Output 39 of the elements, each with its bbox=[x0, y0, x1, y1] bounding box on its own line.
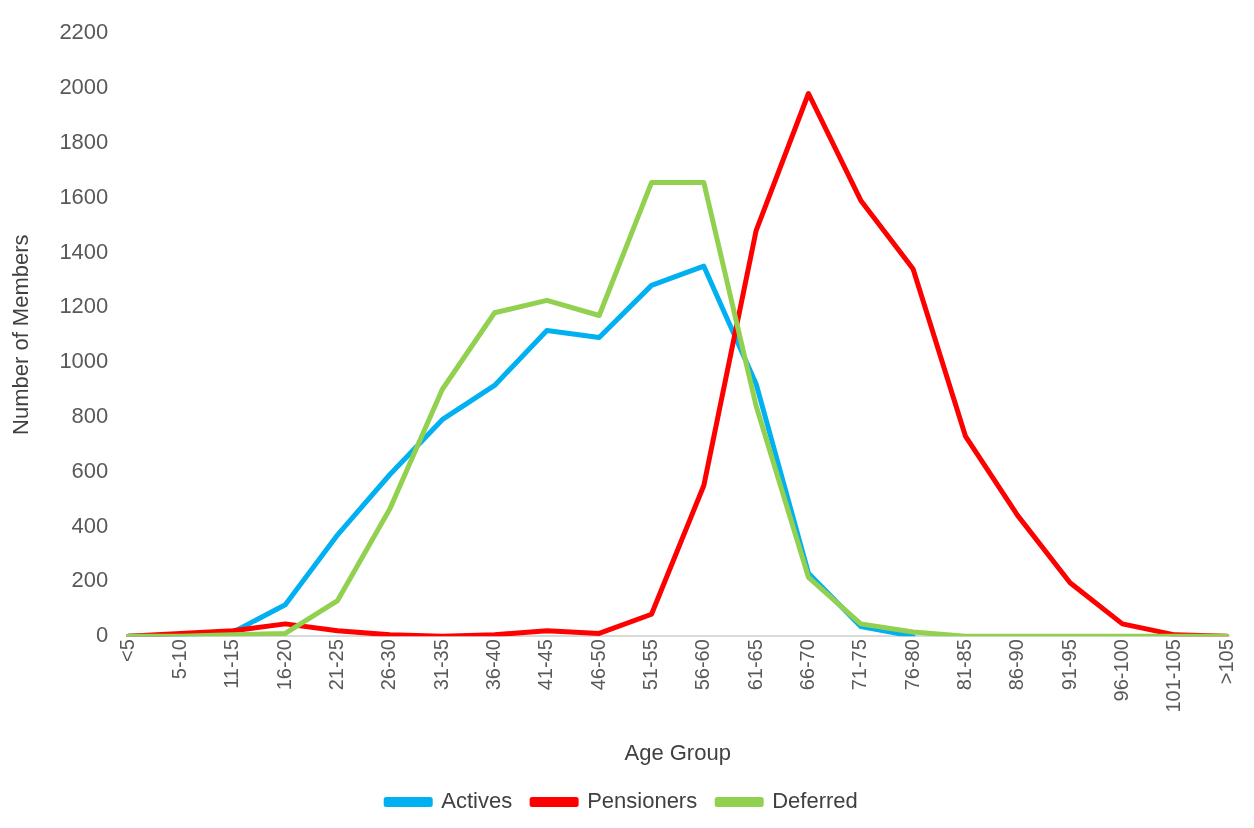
x-tick-label: 51-55 bbox=[639, 639, 662, 691]
y-tick-label: 1600 bbox=[59, 183, 109, 209]
x-tick-label: 56-60 bbox=[691, 639, 714, 691]
y-tick-label: 600 bbox=[71, 457, 109, 483]
legend-label: Actives bbox=[441, 788, 513, 814]
x-axis-title: Age Group bbox=[624, 739, 731, 765]
y-axis-title: Number of Members bbox=[8, 234, 34, 435]
x-tick-label: 5-10 bbox=[168, 639, 191, 680]
x-tick-label: 46-50 bbox=[586, 639, 609, 691]
y-tick-label: 200 bbox=[71, 567, 109, 593]
x-tick-label: <5 bbox=[115, 639, 138, 663]
x-tick-label: 96-100 bbox=[1109, 639, 1132, 702]
y-tick-label: 0 bbox=[96, 622, 109, 648]
y-tick-label: 1000 bbox=[59, 348, 109, 374]
x-tick-label: 16-20 bbox=[272, 639, 295, 691]
x-tick-label: 81-85 bbox=[952, 639, 975, 691]
x-tick-label: 76-80 bbox=[900, 639, 923, 691]
y-tick-label: 1200 bbox=[59, 293, 109, 319]
y-tick-label: 400 bbox=[71, 512, 109, 538]
x-tick-label: 91-95 bbox=[1057, 639, 1080, 691]
y-tick-label: 1800 bbox=[59, 128, 109, 154]
x-tick-label: 31-35 bbox=[429, 639, 452, 691]
y-tick-label: 1400 bbox=[59, 238, 109, 264]
x-tick-label: 36-40 bbox=[482, 639, 505, 691]
x-tick-label: 66-70 bbox=[795, 639, 818, 691]
y-tick-label: 800 bbox=[71, 402, 109, 428]
y-tick-label: 2000 bbox=[59, 74, 109, 100]
x-tick-label: 86-90 bbox=[1005, 639, 1028, 691]
x-tick-label: 26-30 bbox=[377, 639, 400, 691]
legend-label: Pensioners bbox=[587, 788, 698, 814]
x-tick-label: >105 bbox=[1214, 639, 1237, 685]
x-tick-label: 21-25 bbox=[325, 639, 348, 691]
y-tick-label: 2200 bbox=[59, 19, 109, 45]
x-tick-label: 101-105 bbox=[1162, 639, 1185, 713]
x-tick-label: 71-75 bbox=[848, 639, 871, 691]
x-tick-label: 11-15 bbox=[220, 639, 243, 689]
legend-label: Deferred bbox=[772, 788, 858, 814]
x-tick-label: 41-45 bbox=[534, 639, 557, 691]
x-tick-label: 61-65 bbox=[743, 639, 766, 691]
